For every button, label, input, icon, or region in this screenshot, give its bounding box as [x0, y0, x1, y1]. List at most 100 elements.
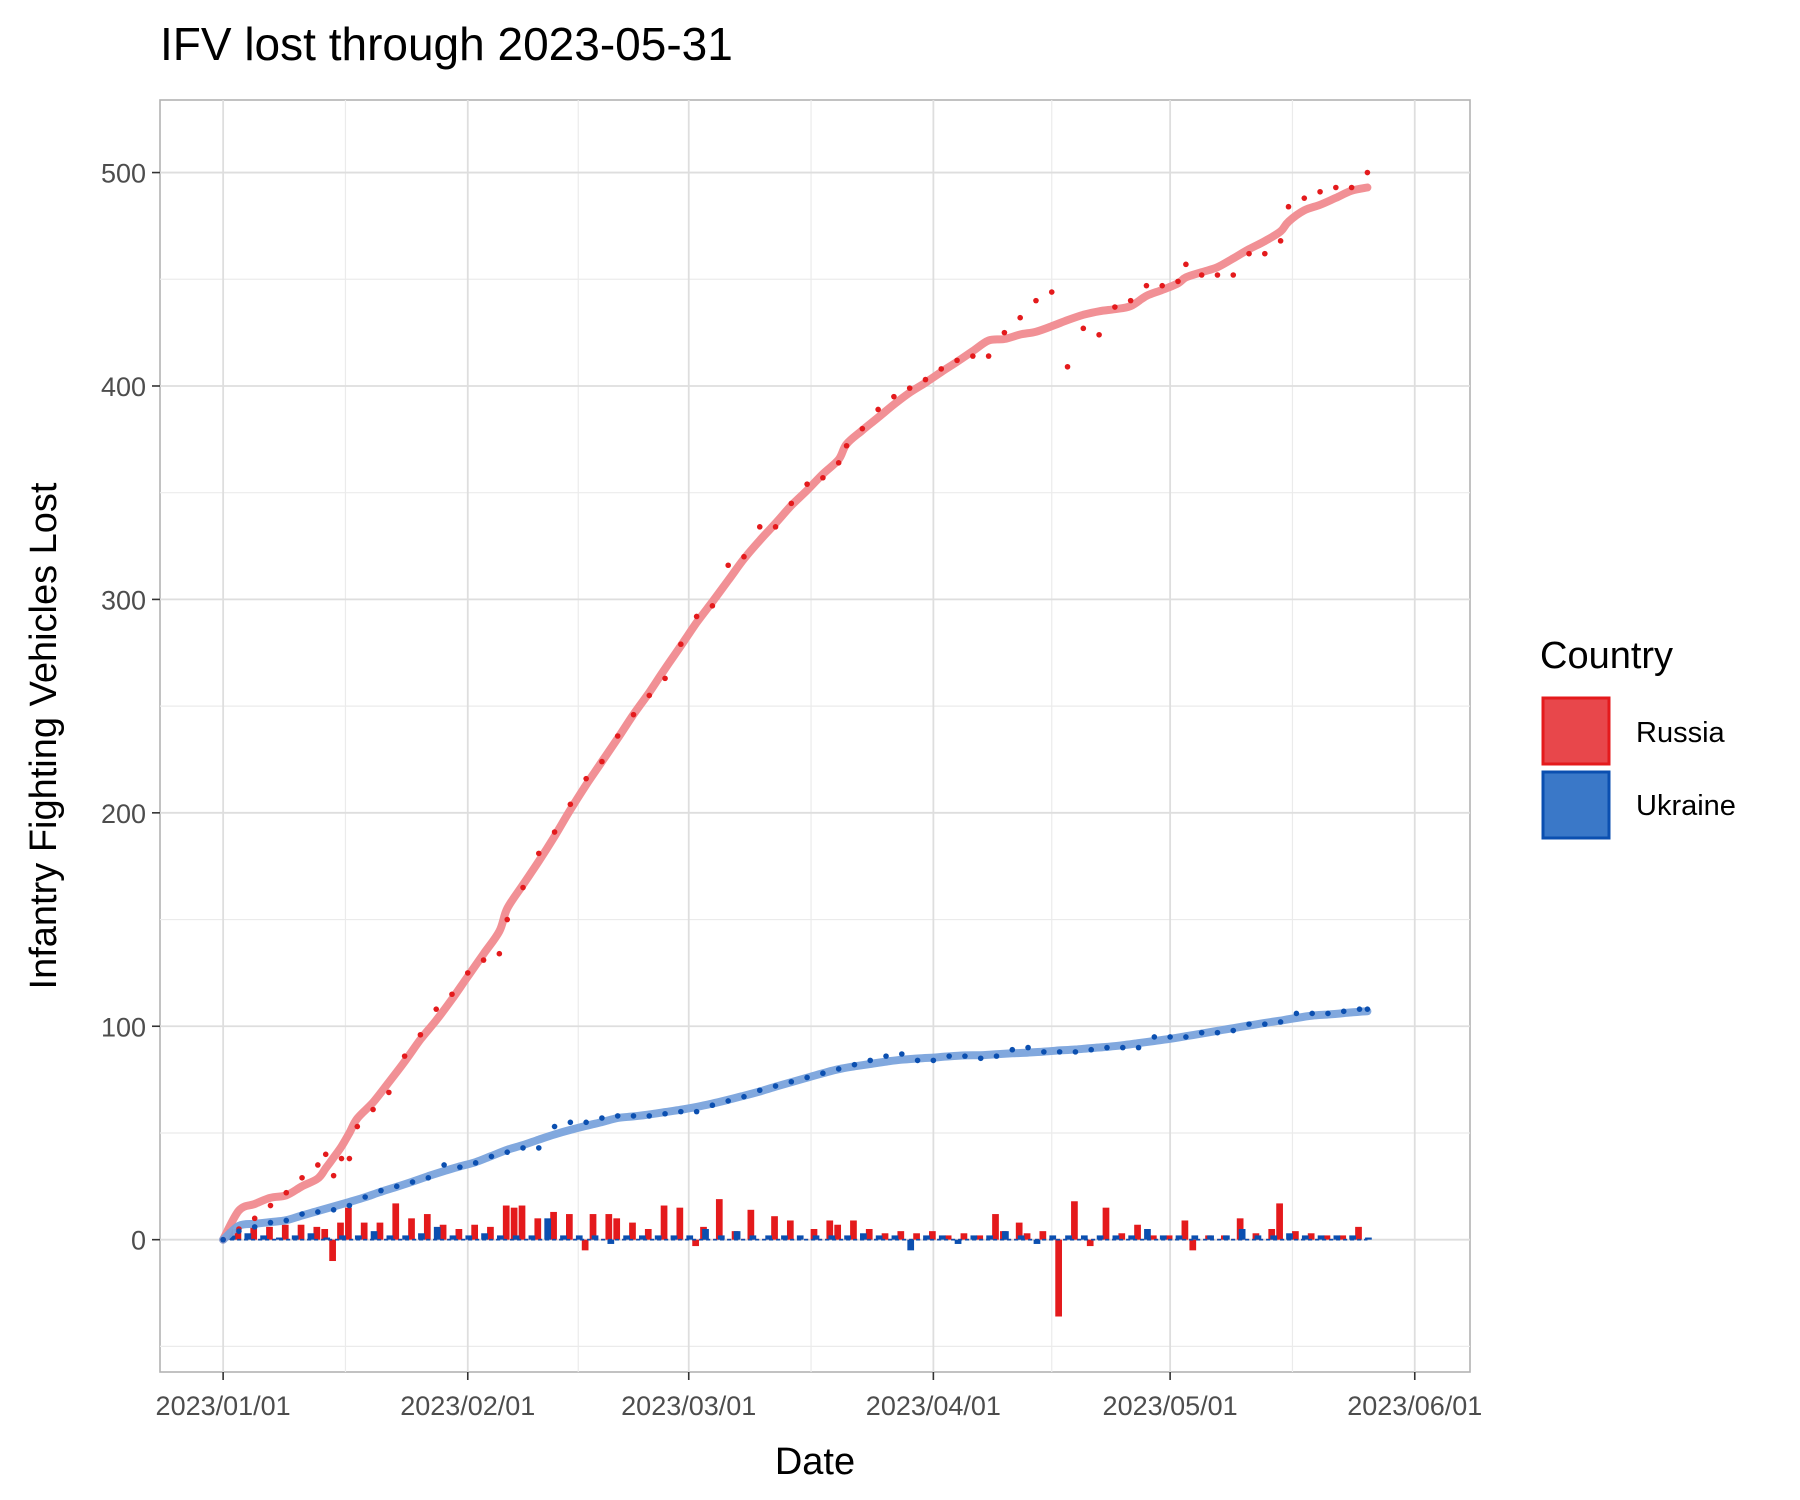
point-ukraine [1293, 1010, 1300, 1017]
point-russia [1183, 261, 1189, 268]
point-russia [330, 1172, 337, 1179]
daily-bar-ukraine [1033, 1239, 1041, 1244]
point-ukraine [962, 1053, 968, 1059]
point-ukraine [599, 1115, 605, 1121]
point-russia [630, 711, 637, 718]
point-ukraine [1088, 1046, 1095, 1053]
daily-bar-russia [929, 1231, 936, 1240]
point-russia [1277, 238, 1284, 244]
point-ukraine [535, 1145, 542, 1151]
point-russia [322, 1151, 329, 1158]
daily-bar-russia [234, 1229, 242, 1240]
daily-bar-ukraine [891, 1235, 899, 1240]
daily-bar-russia [676, 1207, 684, 1240]
daily-bar-ukraine [1286, 1233, 1293, 1240]
daily-bar-russia [510, 1207, 518, 1240]
point-russia [267, 1202, 274, 1209]
point-russia [772, 524, 779, 530]
point-ukraine [725, 1098, 731, 1104]
point-russia [1198, 272, 1205, 278]
daily-bar-ukraine [907, 1239, 915, 1251]
point-russia [1159, 282, 1166, 289]
point-russia [1033, 297, 1039, 304]
daily-bar-ukraine [844, 1235, 851, 1240]
daily-bar-russia [629, 1222, 636, 1240]
daily-bar-russia [715, 1199, 723, 1240]
point-ukraine [567, 1119, 574, 1126]
daily-bar-russia [1039, 1231, 1047, 1240]
point-ukraine [867, 1057, 874, 1064]
y-tick-label: 0 [131, 1226, 146, 1256]
x-tick-label: 2023/06/01 [1347, 1391, 1482, 1421]
point-ukraine [614, 1113, 621, 1119]
point-russia [835, 460, 842, 466]
point-russia [449, 991, 455, 998]
y-tick-label: 400 [101, 372, 146, 402]
daily-bar-ukraine [1365, 1237, 1372, 1240]
point-russia [614, 733, 621, 739]
point-russia [970, 353, 976, 359]
point-ukraine [472, 1160, 479, 1166]
point-russia [954, 357, 960, 364]
daily-bar-ukraine [654, 1235, 662, 1240]
daily-bar-ukraine [1238, 1229, 1246, 1240]
daily-bar-ukraine [639, 1235, 646, 1240]
point-russia [678, 641, 684, 648]
point-russia [386, 1089, 392, 1096]
daily-bar-ukraine [591, 1235, 599, 1240]
daily-bar-ukraine [1191, 1235, 1199, 1240]
daily-bar-russia [810, 1229, 818, 1240]
daily-bar-russia [1071, 1201, 1078, 1240]
x-tick-label: 2023/04/01 [866, 1391, 1001, 1421]
daily-bar-ukraine [1002, 1231, 1009, 1240]
point-russia [725, 562, 731, 569]
point-ukraine [662, 1110, 668, 1117]
point-russia [1364, 169, 1371, 176]
daily-bar-russia [337, 1222, 344, 1240]
point-ukraine [1364, 1006, 1371, 1012]
point-ukraine [1183, 1034, 1189, 1040]
daily-bar-ukraine [1065, 1235, 1072, 1240]
point-russia [338, 1155, 345, 1162]
daily-bar-ukraine [1333, 1235, 1341, 1240]
daily-bar-ukraine [228, 1235, 236, 1240]
daily-bar-russia [826, 1220, 834, 1240]
daily-bar-ukraine [1096, 1235, 1104, 1240]
y-tick-label: 500 [101, 159, 146, 189]
daily-bar-russia [605, 1214, 613, 1240]
daily-bar-russia [1339, 1235, 1347, 1240]
point-ukraine [315, 1209, 321, 1215]
point-russia [315, 1162, 321, 1168]
point-ukraine [835, 1066, 842, 1072]
point-ukraine [1230, 1027, 1237, 1034]
daily-bar-russia [439, 1224, 447, 1240]
point-ukraine [678, 1108, 684, 1115]
daily-bar-russia [1134, 1224, 1141, 1240]
point-russia [346, 1155, 353, 1162]
daily-bar-ukraine [512, 1235, 520, 1240]
daily-bar-russia [976, 1235, 984, 1240]
daily-bar-russia [376, 1222, 384, 1240]
daily-bar-ukraine [607, 1239, 615, 1244]
daily-bar-ukraine [1049, 1235, 1057, 1240]
daily-bar-russia [865, 1229, 873, 1240]
point-ukraine [267, 1219, 274, 1226]
point-ukraine [1277, 1019, 1284, 1025]
daily-bar-russia [881, 1233, 889, 1240]
point-ukraine [441, 1162, 447, 1168]
daily-bar-russia [471, 1224, 479, 1240]
point-ukraine [1167, 1034, 1173, 1040]
point-russia [354, 1123, 361, 1130]
daily-bar-ukraine [386, 1235, 394, 1240]
point-russia [906, 385, 913, 391]
cumulative-points [220, 169, 1371, 1243]
point-ukraine [899, 1051, 905, 1057]
daily-bar-ukraine [733, 1231, 741, 1240]
point-russia [1048, 289, 1055, 295]
daily-bar-ukraine [354, 1235, 362, 1240]
daily-bar-ukraine [686, 1235, 694, 1240]
daily-bar-russia [581, 1239, 589, 1251]
point-russia [1333, 184, 1339, 191]
daily-bar-russia [1165, 1235, 1173, 1240]
daily-bar-russia [1055, 1239, 1062, 1317]
